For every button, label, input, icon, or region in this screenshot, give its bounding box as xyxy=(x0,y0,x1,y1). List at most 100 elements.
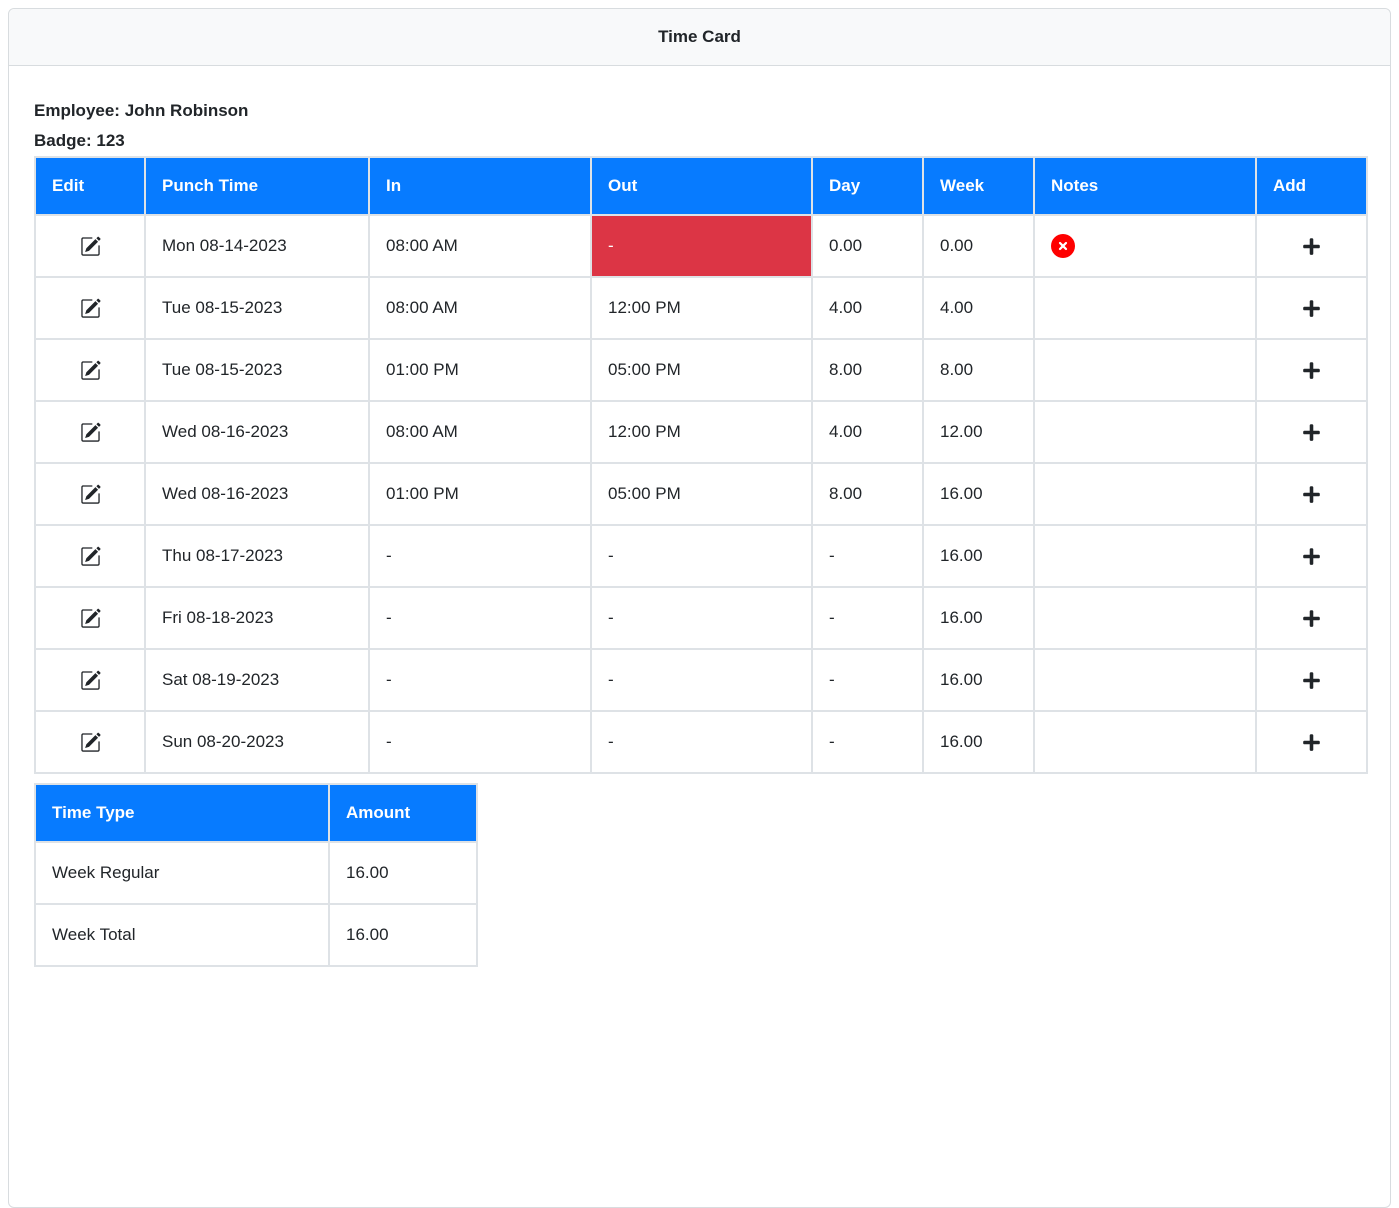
pencil-square-icon xyxy=(80,546,101,566)
plus-icon xyxy=(1303,238,1320,256)
edit-button[interactable] xyxy=(80,360,101,381)
day-cell: 4.00 xyxy=(811,400,924,464)
amount-cell: 16.00 xyxy=(328,841,478,905)
in-cell: 08:00 AM xyxy=(368,214,592,278)
column-header-amount: Amount xyxy=(328,783,478,843)
edit-button[interactable] xyxy=(80,298,101,319)
column-header-time-type: Time Type xyxy=(34,783,330,843)
plus-icon xyxy=(1303,734,1320,752)
week-cell: 16.00 xyxy=(922,648,1035,712)
week-cell: 16.00 xyxy=(922,524,1035,588)
day-cell: 8.00 xyxy=(811,338,924,402)
day-cell: 8.00 xyxy=(811,462,924,526)
badge-line: Badge: 123 xyxy=(34,126,1365,156)
day-cell: 4.00 xyxy=(811,276,924,340)
add-button[interactable] xyxy=(1302,299,1321,318)
edit-button[interactable] xyxy=(80,236,101,257)
notes-cell xyxy=(1033,462,1257,526)
out-cell: - xyxy=(590,710,813,774)
column-header-out: Out xyxy=(590,156,813,216)
edit-button[interactable] xyxy=(80,732,101,753)
punch-time-cell: Sun 08-20-2023 xyxy=(144,710,370,774)
out-cell: - xyxy=(590,524,813,588)
time-card-body: Employee: John Robinson Badge: 123 Edit … xyxy=(9,66,1390,997)
column-header-notes: Notes xyxy=(1033,156,1257,216)
timecard-row: Tue 08-15-2023 01:00 PM 05:00 PM 8.00 8.00 xyxy=(34,338,1368,402)
day-cell: 0.00 xyxy=(811,214,924,278)
add-cell xyxy=(1255,586,1368,650)
edit-cell xyxy=(34,462,146,526)
out-cell: - xyxy=(590,214,813,278)
edit-cell xyxy=(34,524,146,588)
missing-punch-note-button[interactable] xyxy=(1051,234,1075,258)
add-cell xyxy=(1255,710,1368,774)
out-cell: - xyxy=(590,586,813,650)
edit-cell xyxy=(34,648,146,712)
column-header-punch-time: Punch Time xyxy=(144,156,370,216)
plus-icon xyxy=(1303,300,1320,318)
edit-button[interactable] xyxy=(80,484,101,505)
add-button[interactable] xyxy=(1302,609,1321,628)
add-cell xyxy=(1255,400,1368,464)
summary-row: Week Regular 16.00 xyxy=(34,841,478,905)
summary-header-row: Time Type Amount xyxy=(34,783,478,843)
punch-time-cell: Fri 08-18-2023 xyxy=(144,586,370,650)
edit-button[interactable] xyxy=(80,670,101,691)
add-button[interactable] xyxy=(1302,361,1321,380)
day-cell: - xyxy=(811,710,924,774)
out-cell: 12:00 PM xyxy=(590,400,813,464)
pencil-square-icon xyxy=(80,484,101,504)
add-button[interactable] xyxy=(1302,237,1321,256)
edit-button[interactable] xyxy=(80,546,101,567)
add-button[interactable] xyxy=(1302,485,1321,504)
pencil-square-icon xyxy=(80,236,101,256)
timecard-row: Fri 08-18-2023- - -16.00 xyxy=(34,586,1368,650)
in-cell: - xyxy=(368,524,592,588)
badge-label: Badge: xyxy=(34,131,92,150)
timecard-header-row: Edit Punch Time In Out Day Week Notes Ad… xyxy=(34,156,1368,216)
plus-icon xyxy=(1303,548,1320,566)
in-cell: 08:00 AM xyxy=(368,276,592,340)
punch-time-cell: Wed 08-16-2023 xyxy=(144,400,370,464)
employee-name: John Robinson xyxy=(124,101,249,120)
column-header-add: Add xyxy=(1255,156,1368,216)
add-button[interactable] xyxy=(1302,547,1321,566)
time-type-cell: Week Regular xyxy=(34,841,330,905)
plus-icon xyxy=(1303,424,1320,442)
summary-row: Week Total 16.00 xyxy=(34,903,478,967)
add-cell xyxy=(1255,214,1368,278)
edit-cell xyxy=(34,338,146,402)
amount-cell: 16.00 xyxy=(328,903,478,967)
day-cell: - xyxy=(811,524,924,588)
week-cell: 16.00 xyxy=(922,710,1035,774)
pencil-square-icon xyxy=(80,608,101,628)
in-cell: - xyxy=(368,648,592,712)
add-button[interactable] xyxy=(1302,671,1321,690)
pencil-square-icon xyxy=(80,670,101,690)
add-button[interactable] xyxy=(1302,423,1321,442)
add-button[interactable] xyxy=(1302,733,1321,752)
edit-cell xyxy=(34,710,146,774)
edit-button[interactable] xyxy=(80,422,101,443)
edit-button[interactable] xyxy=(80,608,101,629)
summary-rows: Week Regular 16.00 Week Total 16.00 xyxy=(34,841,478,967)
punch-time-cell: Tue 08-15-2023 xyxy=(144,338,370,402)
week-cell: 8.00 xyxy=(922,338,1035,402)
timecard-row: Wed 08-16-2023 01:00 PM 05:00 PM 8.00 16.00 xyxy=(34,462,1368,526)
add-cell xyxy=(1255,276,1368,340)
timecard-row: Mon 08-14-2023 08:00 AM -0.00 0.00 xyxy=(34,214,1368,278)
plus-icon xyxy=(1303,362,1320,380)
in-cell: 08:00 AM xyxy=(368,400,592,464)
notes-cell xyxy=(1033,400,1257,464)
out-cell: 05:00 PM xyxy=(590,338,813,402)
add-cell xyxy=(1255,462,1368,526)
notes-cell xyxy=(1033,648,1257,712)
column-header-edit: Edit xyxy=(34,156,146,216)
time-type-cell: Week Total xyxy=(34,903,330,967)
time-card-panel: Time Card Employee: John Robinson Badge:… xyxy=(8,8,1391,1208)
week-cell: 16.00 xyxy=(922,462,1035,526)
edit-cell xyxy=(34,214,146,278)
badge-value: 123 xyxy=(96,131,125,150)
timecard-row: Sat 08-19-2023- - -16.00 xyxy=(34,648,1368,712)
out-cell: 12:00 PM xyxy=(590,276,813,340)
